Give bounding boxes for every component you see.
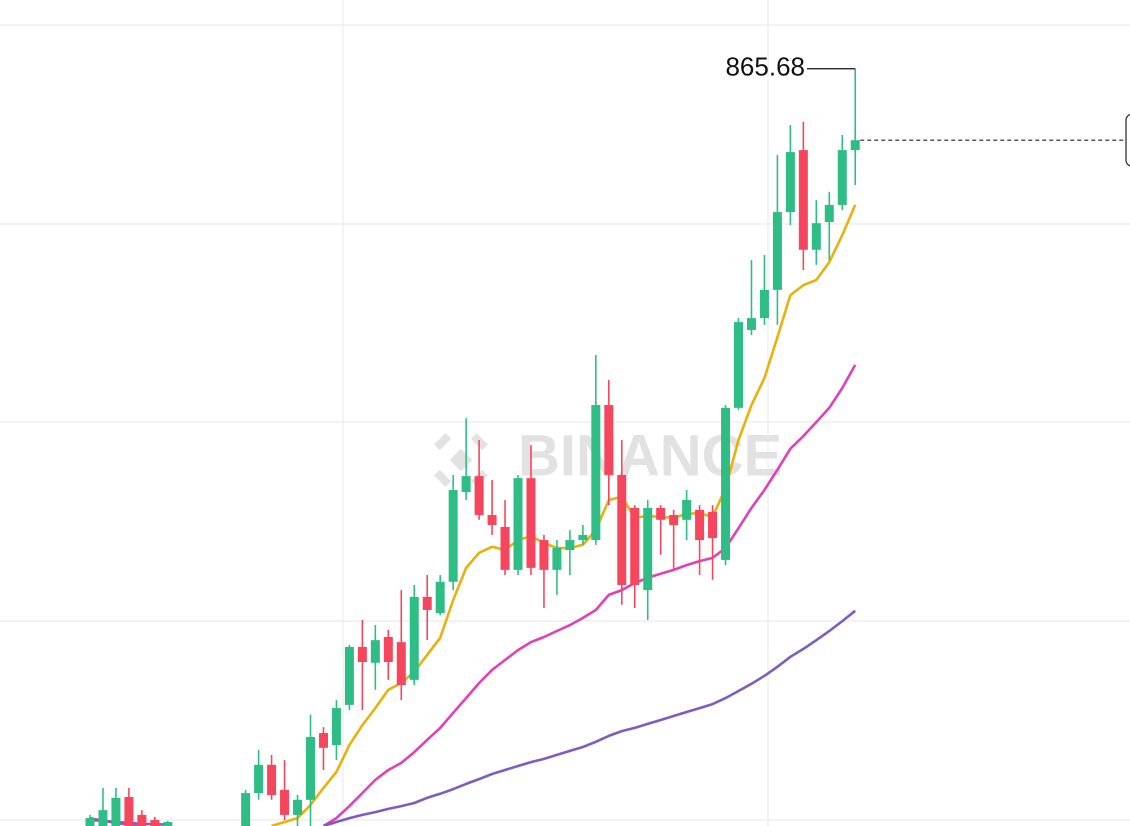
candle-body (630, 507, 640, 585)
candle-body (591, 405, 601, 541)
candle-body (695, 509, 705, 541)
candle-body (487, 515, 497, 525)
candle-body (267, 764, 277, 796)
candle-body (526, 478, 536, 568)
candle-body (357, 646, 367, 662)
candle-body (565, 540, 575, 551)
candle-body (669, 515, 679, 525)
candle-body (772, 212, 782, 290)
candle-body (785, 152, 795, 213)
candle-body (422, 596, 432, 610)
candle-body (150, 820, 160, 826)
candles (85, 68, 860, 826)
candle-body (721, 407, 731, 560)
candle-body (617, 474, 627, 585)
watermark: BINANCE (434, 423, 782, 488)
candle-body (824, 204, 834, 222)
candle-body (241, 793, 251, 826)
candle-body (85, 818, 95, 826)
candle-body (539, 540, 549, 570)
candle-body (305, 737, 315, 800)
candle-body (552, 548, 562, 570)
candle-body (513, 478, 523, 570)
candle-body (746, 318, 756, 331)
candle-body (643, 507, 653, 591)
candle-body (474, 476, 484, 516)
max-price-label: 865.68 (725, 52, 805, 82)
candle-body (331, 708, 341, 745)
price-markers: 865.68 (725, 52, 1130, 167)
ema-line (271, 204, 857, 826)
candle-body (811, 223, 821, 250)
candle-body (798, 150, 808, 250)
candle-body (370, 640, 380, 663)
candle-body (656, 507, 666, 520)
candle-body (578, 534, 588, 541)
candle-body (124, 797, 134, 826)
candle-body (759, 289, 769, 319)
candle-body (604, 405, 614, 475)
candle-body (396, 642, 406, 686)
candle-body (318, 733, 328, 748)
candle-body (837, 150, 847, 205)
candle-body (850, 140, 860, 151)
candle-body (98, 810, 108, 826)
candle-body (708, 511, 718, 539)
candle-body (500, 526, 510, 570)
ema-lines (89, 204, 857, 826)
candle-body (344, 646, 354, 705)
last-price-tag (1125, 113, 1130, 167)
candle-body (293, 799, 303, 815)
candle-body (137, 814, 147, 826)
candle-body (163, 822, 173, 826)
candle-body (111, 797, 121, 826)
candle-body (682, 499, 692, 520)
watermark-logo (434, 433, 488, 487)
candle-body (280, 789, 290, 815)
watermark-text: BINANCE (518, 423, 782, 488)
candle-body (734, 322, 743, 408)
candle-body (254, 764, 264, 794)
candle-body (383, 636, 393, 662)
candle-body (448, 490, 458, 582)
candle-body (461, 476, 471, 493)
candle-body (435, 581, 445, 614)
candle-body (409, 596, 419, 680)
ema-line (89, 609, 857, 826)
